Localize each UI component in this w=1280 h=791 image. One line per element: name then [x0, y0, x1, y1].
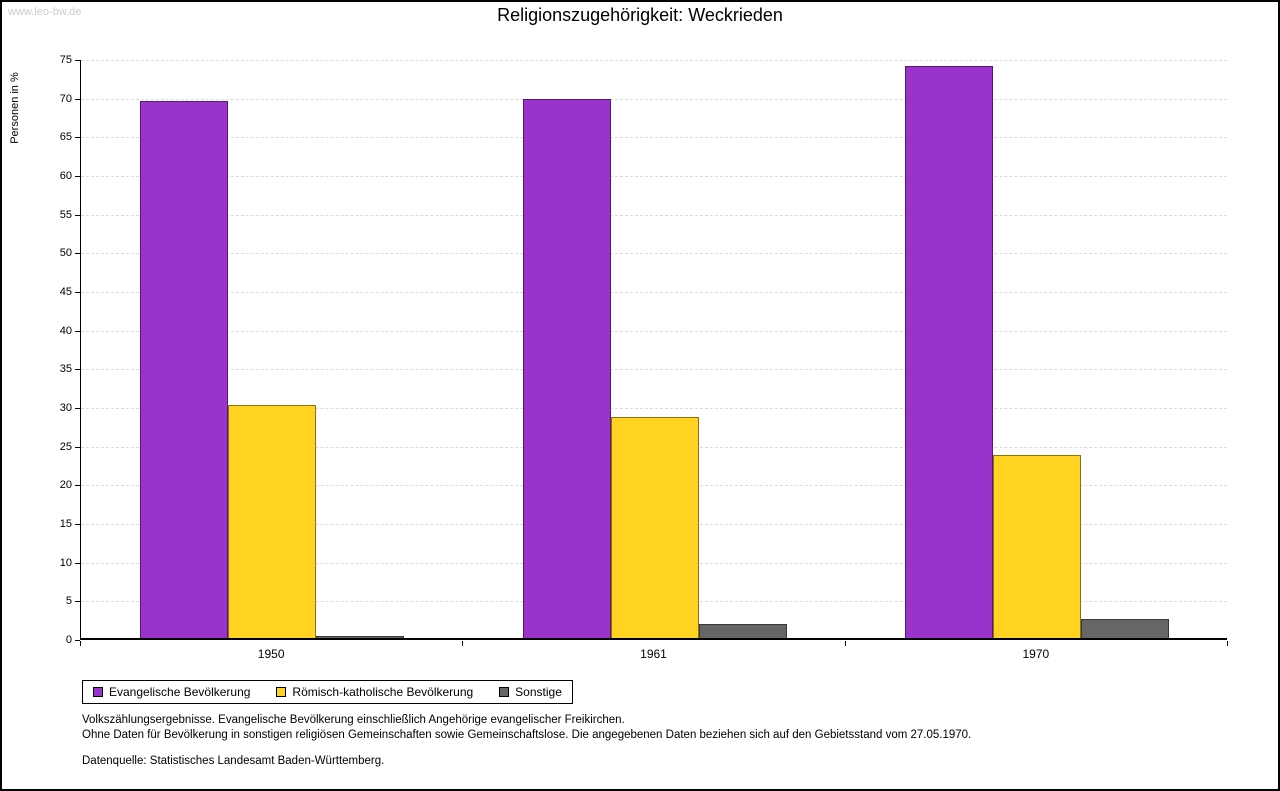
chart-title: Religionszugehörigkeit: Weckrieden	[497, 5, 783, 25]
legend-label-evangelische-bev-lkerung: Evangelische Bevölkerung	[109, 685, 251, 699]
footnotes: Volkszählungsergebnisse. Evangelische Be…	[82, 713, 971, 743]
gridline-45	[81, 292, 1227, 293]
x-tick-mark-3	[1227, 641, 1228, 646]
y-tick-mark-20	[75, 485, 80, 487]
gridline-40	[81, 330, 1227, 332]
y-tick-label-50: 50	[59, 247, 72, 260]
watermark: www.leo-bw.de	[8, 6, 82, 18]
bar-r-misch-katholische-bev-lkerung-1970	[992, 454, 1081, 638]
x-tick-mark-2	[844, 641, 846, 646]
y-tick-label-25: 25	[59, 440, 72, 453]
legend-label-sonstige: Sonstige	[515, 685, 562, 699]
gridline-70	[81, 98, 1227, 100]
y-tick-label-70: 70	[59, 92, 72, 105]
y-tick-label-20: 20	[59, 479, 72, 492]
gridline-55	[81, 214, 1227, 216]
legend-item-r-misch-katholische-bev-lkerung: Römisch-katholische Bevölkerung	[276, 685, 473, 699]
gridline-75	[81, 60, 1227, 61]
y-tick-mark-0	[75, 640, 80, 641]
y-tick-mark-65	[75, 137, 80, 139]
legend-swatch-evangelische-bev-lkerung	[93, 687, 103, 697]
y-tick-label-0: 0	[65, 634, 72, 646]
y-tick-label-65: 65	[59, 131, 72, 144]
legend: Evangelische Bevölkerung Römisch-katholis…	[82, 680, 573, 704]
y-tick-mark-45	[75, 292, 80, 293]
y-tick-label-75: 75	[59, 54, 72, 66]
y-tick-label-40: 40	[59, 324, 72, 337]
y-tick-label-45: 45	[59, 286, 72, 298]
x-tick-mark-0	[80, 641, 81, 646]
legend-label-r-misch-katholische-bev-lkerung: Römisch-katholische Bevölkerung	[292, 685, 474, 699]
footnote-source: Datenquelle: Statistisches Landesamt Bad…	[82, 755, 385, 767]
y-tick-mark-35	[75, 369, 80, 371]
gridline-60	[81, 176, 1227, 177]
y-axis-title: Personen in %	[9, 72, 21, 144]
y-tick-label-10: 10	[59, 556, 72, 569]
gridline-65	[81, 137, 1227, 139]
y-tick-mark-55	[75, 214, 80, 216]
y-tick-label-55: 55	[59, 208, 72, 221]
bar-evangelische-bev-lkerung-1961	[522, 99, 611, 638]
bar-sonstige-1961	[698, 624, 787, 638]
y-tick-label-60: 60	[59, 170, 72, 182]
x-tick-label-1950: 1950	[257, 647, 285, 661]
y-tick-mark-30	[75, 408, 80, 409]
bar-evangelische-bev-lkerung-1970	[904, 65, 993, 638]
bar-sonstige-1950	[316, 635, 405, 638]
legend-swatch-r-misch-katholische-bev-lkerung	[276, 687, 287, 697]
footnote-line-2: Ohne Daten für Bevölkerung in sonstigen …	[82, 729, 972, 741]
y-tick-mark-40	[75, 330, 80, 332]
gridline-30	[81, 408, 1227, 409]
y-tick-mark-70	[75, 98, 80, 100]
y-tick-mark-10	[75, 562, 80, 564]
gridline-35	[81, 369, 1227, 371]
bar-evangelische-bev-lkerung-1950	[140, 100, 229, 638]
y-tick-mark-15	[75, 524, 80, 525]
bar-sonstige-1970	[1080, 618, 1169, 638]
y-tick-mark-75	[75, 60, 80, 61]
plot-area	[80, 60, 1227, 640]
y-tick-mark-5	[75, 601, 80, 603]
footnote-line-1: Volkszählungsergebnisse. Evangelische Be…	[82, 714, 625, 726]
y-tick-label-35: 35	[59, 363, 72, 376]
y-tick-mark-60	[75, 176, 80, 177]
y-tick-mark-25	[75, 446, 80, 448]
bar-r-misch-katholische-bev-lkerung-1950	[228, 405, 317, 638]
x-tick-label-1961: 1961	[640, 647, 667, 661]
y-tick-label-5: 5	[65, 595, 72, 608]
x-tick-mark-1	[462, 641, 464, 646]
y-tick-label-30: 30	[59, 402, 72, 414]
legend-item-evangelische-bev-lkerung: Evangelische Bevölkerung	[93, 685, 250, 699]
y-tick-mark-50	[75, 253, 80, 255]
gridline-50	[81, 253, 1227, 255]
bar-r-misch-katholische-bev-lkerung-1961	[610, 416, 699, 638]
y-tick-label-15: 15	[59, 518, 72, 530]
x-tick-label-1970: 1970	[1022, 647, 1050, 661]
legend-item-sonstige: Sonstige	[499, 685, 562, 699]
legend-swatch-sonstige	[499, 687, 510, 697]
